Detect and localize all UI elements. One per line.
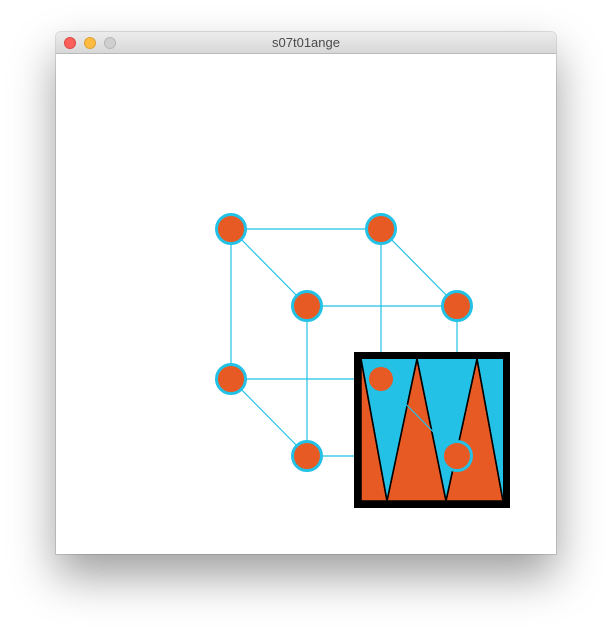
window-title: s07t01ange bbox=[272, 35, 340, 50]
zoom-button[interactable] bbox=[104, 37, 116, 49]
node-top-back-left[interactable] bbox=[215, 213, 247, 245]
cube-nodes-back bbox=[215, 213, 473, 472]
edge-back-top-left-diagonal bbox=[230, 228, 308, 307]
edge-back-top-right-diagonal bbox=[380, 228, 458, 307]
cube-edges-front bbox=[380, 378, 458, 457]
minimize-button[interactable] bbox=[84, 37, 96, 49]
sketch-canvas[interactable] bbox=[56, 54, 556, 554]
cube-nodes-front bbox=[369, 367, 473, 472]
sketch-drawing bbox=[215, 213, 510, 508]
panel-line-1 bbox=[360, 358, 388, 502]
edge-back-bottom-left-diagonal bbox=[230, 378, 308, 457]
node-top-front-right[interactable] bbox=[441, 290, 473, 322]
node-top-front-left[interactable] bbox=[291, 290, 323, 322]
panel-line-2 bbox=[386, 358, 418, 502]
panel-line-4 bbox=[445, 358, 478, 502]
node-bottom-front-right[interactable] bbox=[441, 440, 473, 472]
title-bar[interactable]: s07t01ange bbox=[56, 32, 556, 54]
node-top-back-right[interactable] bbox=[365, 213, 397, 245]
panel-outlines bbox=[360, 358, 504, 502]
edge-panel-diagonal bbox=[380, 378, 458, 457]
close-button[interactable] bbox=[64, 37, 76, 49]
node-bottom-front-left[interactable] bbox=[291, 440, 323, 472]
panel-line-5 bbox=[476, 358, 504, 502]
app-window: s07t01ange bbox=[56, 32, 556, 554]
node-bottom-back-right[interactable] bbox=[369, 367, 393, 391]
node-bottom-back-left[interactable] bbox=[215, 363, 247, 395]
